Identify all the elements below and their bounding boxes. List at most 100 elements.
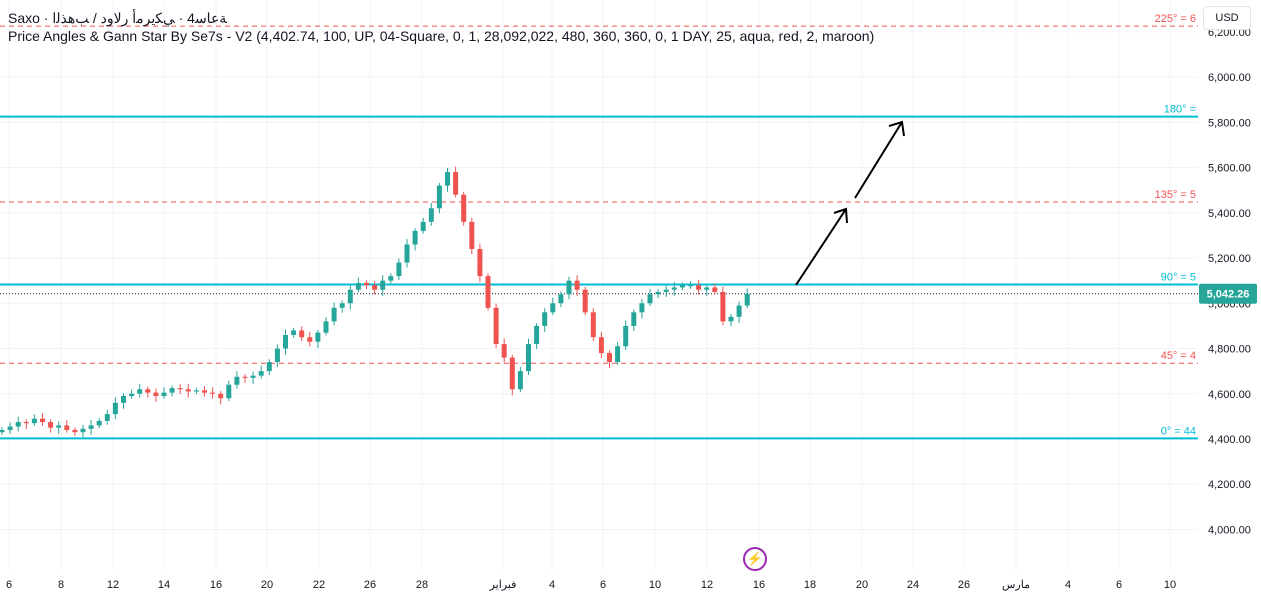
candle-body [590, 312, 596, 338]
candle-body [291, 330, 297, 335]
candle-body [647, 294, 653, 304]
level-label: 225° = 6 [1155, 13, 1196, 25]
time-tick-label: 8 [58, 579, 64, 591]
projection-arrow-1-head [833, 207, 848, 224]
candle-body [679, 285, 685, 288]
candle-body [226, 384, 232, 399]
candle-body [388, 276, 394, 281]
time-tick-label: 10 [1164, 579, 1176, 591]
candle-body [404, 244, 410, 263]
candle-body [412, 230, 418, 245]
time-tick-label: فبراير [489, 579, 517, 591]
candlestick-series [0, 166, 750, 438]
candle-body [485, 276, 491, 308]
time-tick-label: مارس [1002, 579, 1030, 591]
lightning-icon[interactable]: ⚡ [743, 547, 767, 571]
candle-body [193, 390, 199, 392]
price-tick-label: 6,000.00 [1208, 72, 1251, 84]
candle-body [655, 291, 661, 295]
candle-body [315, 332, 321, 342]
level-label: 45° = 4 [1161, 350, 1196, 362]
time-tick-label: 6 [6, 579, 12, 591]
time-tick-label: 4 [1065, 579, 1071, 591]
price-tick-label: 4,200.00 [1208, 479, 1251, 491]
time-tick-label: 12 [701, 579, 713, 591]
candle-body [112, 402, 118, 415]
price-tick-label: 5,400.00 [1208, 208, 1251, 220]
symbol-title: Saxo · ﺔﻋﺎﺳ4 · ﻲﻜﻳﺮﻣﺃ ﺭﻻﻭﺩ / ﺐﻫﺬﻟﺍ [8, 10, 227, 26]
candle-body [153, 392, 159, 397]
candle-body [550, 303, 556, 313]
projection-arrow-1 [795, 208, 847, 286]
candle-body [185, 389, 191, 392]
price-tick-label: 4,000.00 [1208, 524, 1251, 536]
candle-body [104, 414, 110, 421]
candle-body [169, 388, 175, 393]
price-tick-label: 4,400.00 [1208, 434, 1251, 446]
time-tick-label: 16 [210, 579, 222, 591]
candle-body [274, 348, 280, 363]
candle-body [283, 334, 288, 349]
time-tick-label: 28 [416, 579, 428, 591]
price-tick-label: 5,800.00 [1208, 117, 1251, 129]
candle-body [80, 428, 86, 433]
candle-body [469, 221, 475, 249]
study-legend: Price Angles & Gann Star By Se7s - V2 (4… [8, 28, 875, 44]
time-tick-label: 6 [1116, 579, 1122, 591]
candle-body [129, 393, 135, 397]
candle-body [501, 343, 507, 358]
time-tick-label: 12 [107, 579, 119, 591]
candle-body [396, 262, 402, 277]
candle-body [517, 371, 523, 390]
candle-body [712, 287, 718, 292]
candle-body [704, 287, 710, 290]
time-axis[interactable]: 6 8 12 14 16 20 22 26 28 فبراير 4 6 10 12 16 18 20 24 26 ما… [6, 579, 1176, 591]
time-tick-label: 24 [907, 579, 919, 591]
candle-body [542, 312, 548, 326]
level-label: 180° = [1164, 104, 1196, 116]
level-label: 135° = 5 [1155, 189, 1196, 201]
candle-body [202, 390, 207, 393]
time-tick-label: 20 [856, 579, 868, 591]
candle-body [7, 426, 13, 430]
price-axis[interactable]: 4,000.00 4,200.00 4,400.00 4,600.00 4,800.00… [1199, 27, 1257, 537]
candle-body [744, 293, 750, 306]
candle-body [72, 429, 78, 433]
candle-body [445, 172, 450, 186]
level-label: 0° = 44 [1161, 425, 1196, 437]
candle-body [631, 312, 637, 326]
candle-body [420, 221, 426, 231]
candle-body [56, 425, 62, 428]
candle-body [736, 305, 742, 317]
candle-body [323, 321, 329, 333]
candle-body [218, 393, 224, 399]
candle-body [566, 280, 572, 295]
candle-body [615, 346, 621, 363]
currency-button[interactable]: USD [1203, 6, 1251, 30]
candle-body [210, 392, 216, 394]
candle-body [347, 289, 353, 304]
candle-body [161, 392, 167, 397]
candle-body [339, 303, 345, 308]
candle-body [299, 330, 305, 338]
candle-body [234, 376, 240, 385]
candle-body [526, 343, 531, 372]
candle-body [461, 194, 467, 222]
last-price-badge [1199, 283, 1257, 304]
time-tick-label: 10 [649, 579, 661, 591]
price-tick-label: 5,600.00 [1208, 163, 1251, 175]
candle-body [582, 289, 588, 313]
candle-body [574, 280, 580, 290]
candle-body [720, 291, 726, 322]
candle-body [558, 294, 564, 304]
candle-body [355, 282, 361, 290]
candle-body [688, 285, 693, 287]
candle-body [88, 425, 94, 429]
time-tick-label: 26 [958, 579, 970, 591]
time-tick-label: 14 [158, 579, 170, 591]
candle-body [663, 289, 669, 292]
candle-body [728, 316, 734, 322]
candle-body [623, 325, 629, 347]
candle-body [639, 303, 645, 313]
